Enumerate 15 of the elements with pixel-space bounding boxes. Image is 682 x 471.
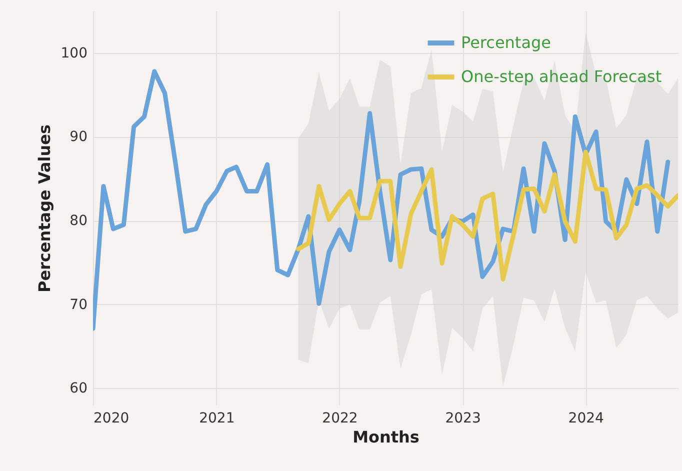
x-tick-label: 2020: [94, 410, 130, 426]
y-tick-label: 70: [70, 296, 88, 313]
x-tick-label: 2021: [199, 410, 235, 426]
line-series: [296, 150, 678, 282]
x-tick-label: 2023: [445, 410, 481, 426]
y-tick-label: 60: [70, 380, 88, 397]
x-tick-label: 2022: [322, 410, 358, 426]
y-tick-label: 90: [70, 129, 88, 146]
legend-label: One-step ahead Forecast: [461, 67, 662, 86]
y-tick-label: 100: [60, 45, 88, 62]
legend-label: Percentage: [461, 33, 552, 52]
y-axis-title: Percentage Values: [34, 124, 54, 293]
x-axis-title: Months: [352, 428, 420, 446]
x-tick-label: 2024: [568, 410, 604, 426]
y-tick-label: 80: [70, 213, 88, 230]
